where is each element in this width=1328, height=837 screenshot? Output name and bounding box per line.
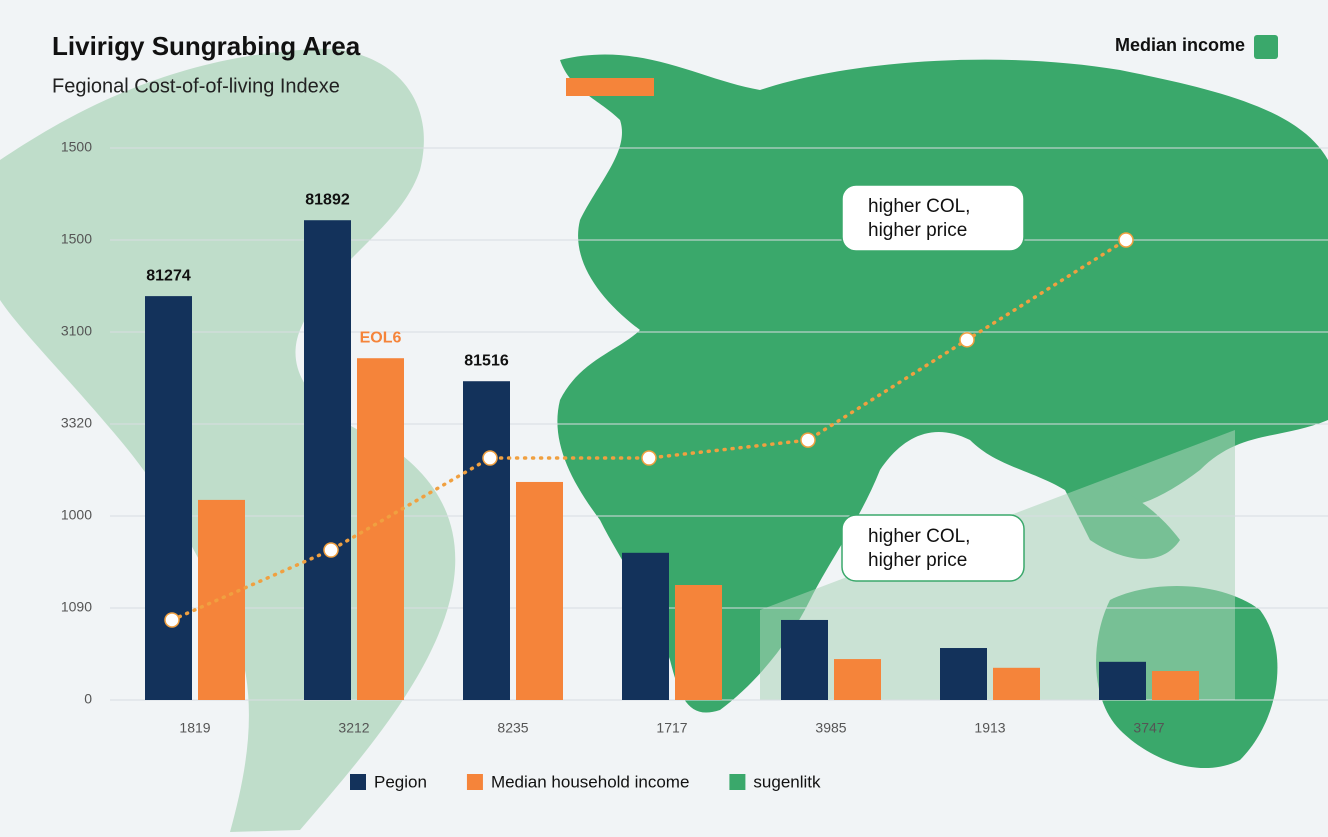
x-tick-label: 1717 (656, 720, 687, 736)
bar (940, 648, 987, 700)
x-tick-label: 3212 (338, 720, 369, 736)
map-background (0, 48, 1328, 833)
x-tick-label: 1819 (179, 720, 210, 736)
bar (357, 358, 404, 700)
bar (1099, 661, 1146, 700)
bar (993, 667, 1040, 700)
top-label: Median income (1115, 35, 1245, 55)
bar (675, 585, 722, 700)
y-tick-label: 1000 (61, 507, 92, 523)
legend-swatch (350, 774, 366, 790)
y-tick-label: 1500 (61, 231, 92, 247)
legend-label: Pegion (374, 772, 427, 791)
x-tick-label: 3747 (1133, 720, 1164, 736)
annotation-box (841, 514, 1025, 582)
data-label: EOL6 (360, 329, 402, 346)
y-tick-label: 0 (84, 691, 92, 707)
trend-point (1118, 232, 1134, 248)
y-tick-label: 1090 (61, 599, 92, 615)
top-legend-swatch (566, 78, 654, 96)
data-label: 81892 (305, 191, 350, 208)
x-tick-label: 1913 (974, 720, 1005, 736)
y-tick-label: 3100 (61, 323, 92, 339)
legend-swatch (729, 774, 746, 790)
bar (834, 659, 881, 700)
x-tick-label: 3985 (815, 720, 846, 736)
chart-subtitle: Fegional Cost-of-of-living Indexe (52, 75, 340, 97)
bar (516, 481, 563, 700)
bar (145, 296, 192, 700)
bar (198, 499, 245, 700)
trend-point (482, 450, 498, 466)
y-tick-label: 3320 (61, 415, 92, 431)
annotation: higher COL, higher price (868, 526, 970, 571)
bar (304, 220, 351, 700)
trend-point (800, 432, 816, 448)
data-label: 81274 (146, 267, 191, 284)
bar (463, 381, 510, 700)
data-label: 81516 (464, 352, 509, 369)
bar (622, 552, 669, 700)
x-tick-label: 8235 (497, 720, 528, 736)
bar (1152, 671, 1199, 700)
trend-point (323, 542, 339, 558)
legend-swatch (466, 774, 483, 790)
annotation: higher COL, higher price (868, 196, 970, 241)
y-tick-label: 1500 (61, 139, 92, 155)
trend-point (959, 332, 975, 348)
chart-title: Livirigy Sungrabing Area (52, 31, 361, 61)
bar (781, 619, 828, 700)
legend-label: Median household income (491, 772, 689, 791)
trend-point (164, 612, 180, 628)
annotation-box (841, 184, 1025, 252)
trend-point (641, 450, 657, 466)
legend-label: sugenlitk (753, 772, 821, 791)
top-icon (1254, 35, 1278, 59)
